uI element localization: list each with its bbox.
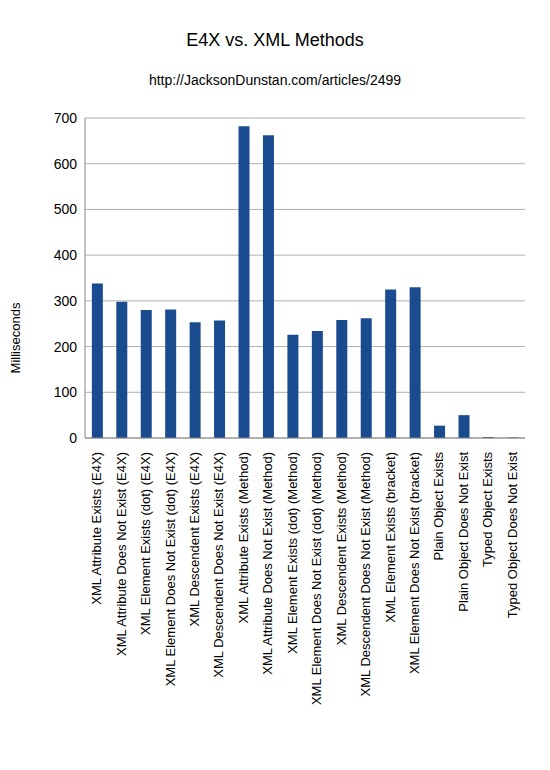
svg-text:400: 400 — [54, 247, 78, 263]
svg-text:300: 300 — [54, 293, 78, 309]
svg-text:Milliseconds: Milliseconds — [8, 302, 23, 373]
svg-text:XML Element Exists (bracket): XML Element Exists (bracket) — [383, 452, 398, 623]
svg-text:Typed Object Does Not Exist: Typed Object Does Not Exist — [505, 452, 520, 619]
svg-text:XML Attribute Exists (E4X): XML Attribute Exists (E4X) — [89, 452, 104, 605]
svg-text:XML Element Exists (dot) (Meth: XML Element Exists (dot) (Method) — [285, 452, 300, 654]
svg-text:XML Descendent Exists (E4X): XML Descendent Exists (E4X) — [187, 452, 202, 626]
svg-text:700: 700 — [54, 110, 78, 126]
html-text:http://JacksonDunstan.com/arti: http://JacksonDunstan.com/articles/2499 — [148, 72, 402, 88]
svg-text:XML Attribute Exists (Method): XML Attribute Exists (Method) — [236, 452, 251, 623]
svg-text:XML Attribute Does Not Exist (: XML Attribute Does Not Exist (E4X) — [114, 452, 129, 656]
svg-text:200: 200 — [54, 339, 78, 355]
svg-text:XML Descendent Exists (Method): XML Descendent Exists (Method) — [334, 452, 349, 645]
svg-text:500: 500 — [54, 201, 78, 217]
svg-text:Plain Object Exists: Plain Object Exists — [431, 452, 446, 561]
svg-text:XML Element Does Not Exist (do: XML Element Does Not Exist (dot) (Method… — [309, 452, 324, 705]
svg-text:XML Descendent Does Not Exist: XML Descendent Does Not Exist (Method) — [358, 452, 373, 696]
svg-text:Plain Object Does Not Exist: Plain Object Does Not Exist — [456, 452, 471, 612]
svg-text:XML Attribute Does Not Exist (: XML Attribute Does Not Exist (Method) — [260, 452, 275, 675]
svg-text:XML Element Exists (dot) (E4X): XML Element Exists (dot) (E4X) — [138, 452, 153, 635]
svg-text:XML Descendent Does Not Exist: XML Descendent Does Not Exist (E4X) — [211, 452, 226, 678]
svg-text:XML Element Does Not Exist (do: XML Element Does Not Exist (dot) (E4X) — [163, 452, 178, 686]
html-text:E4X vs. XML Methods: E4X vs. XML Methods — [186, 30, 364, 50]
svg-text:600: 600 — [54, 156, 78, 172]
svg-text:0: 0 — [69, 430, 77, 446]
svg-text:XML Element Does Not Exist (br: XML Element Does Not Exist (bracket) — [407, 452, 422, 674]
svg-text:100: 100 — [54, 384, 78, 400]
svg-text:Typed Object Exists: Typed Object Exists — [480, 452, 495, 567]
